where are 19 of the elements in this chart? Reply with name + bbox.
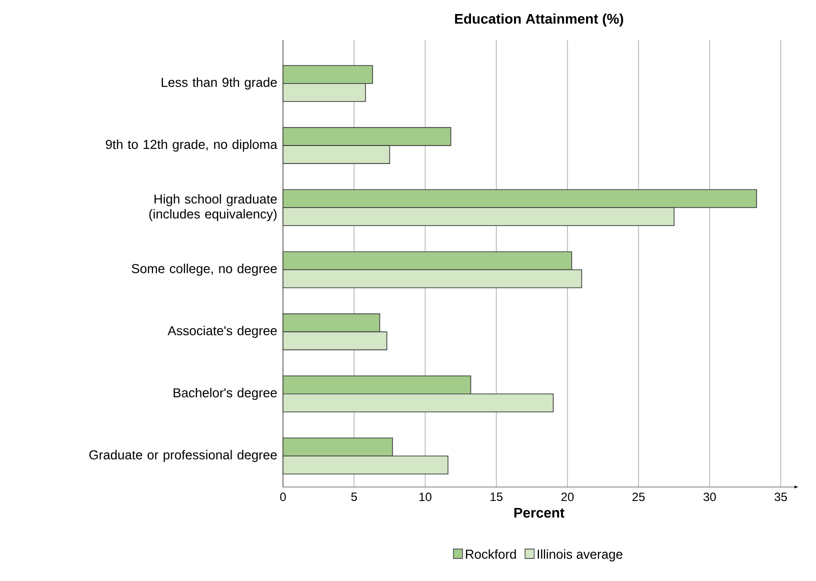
x-axis-title: Percent	[514, 508, 564, 518]
x-tick-label: 30	[703, 492, 716, 502]
chart-title: Education Attainment (%)	[455, 14, 624, 27]
y-tick-label: Some college, no degree	[132, 264, 277, 276]
y-tick-label: Graduate or professional degree	[89, 450, 277, 462]
x-tick-label: 35	[774, 492, 787, 502]
x-tick-label: 15	[490, 492, 502, 501]
x-tick-label: 0	[280, 492, 286, 502]
x-tick-label: 25	[632, 492, 645, 502]
legend-label: Illinois average	[538, 549, 622, 562]
y-tick-label: 9th to 12th grade, no diploma	[106, 140, 278, 152]
y-tick-label: Associate's degree	[168, 326, 277, 338]
legend-label: Rockford	[466, 549, 516, 559]
y-tick-label: Less than 9th grade	[162, 77, 277, 90]
x-tick-label: 5	[351, 492, 357, 501]
y-tick-label: High school graduate (includes equivalency)	[149, 194, 277, 222]
x-tick-label: 10	[419, 492, 432, 502]
x-tick-label: 20	[561, 492, 574, 502]
y-tick-label: Bachelor's degree	[174, 388, 277, 400]
